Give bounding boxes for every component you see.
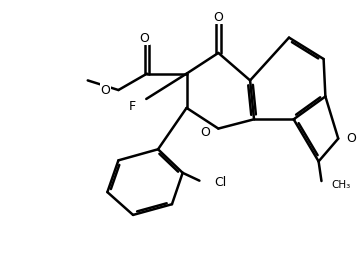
Text: O: O [139, 32, 149, 45]
Text: Cl: Cl [215, 176, 227, 189]
Text: Cl: Cl [215, 176, 227, 189]
Text: O: O [201, 126, 211, 139]
Text: O: O [201, 126, 211, 139]
Text: O: O [101, 84, 111, 97]
Text: F: F [129, 100, 136, 113]
Text: O: O [213, 11, 223, 24]
Text: O: O [346, 132, 356, 145]
Text: O: O [346, 132, 356, 145]
Text: O: O [101, 84, 111, 97]
Text: F: F [129, 100, 136, 113]
Text: O: O [213, 11, 223, 24]
Text: CH₃: CH₃ [332, 180, 351, 190]
Text: CH₃: CH₃ [332, 180, 351, 190]
Text: O: O [139, 32, 149, 45]
